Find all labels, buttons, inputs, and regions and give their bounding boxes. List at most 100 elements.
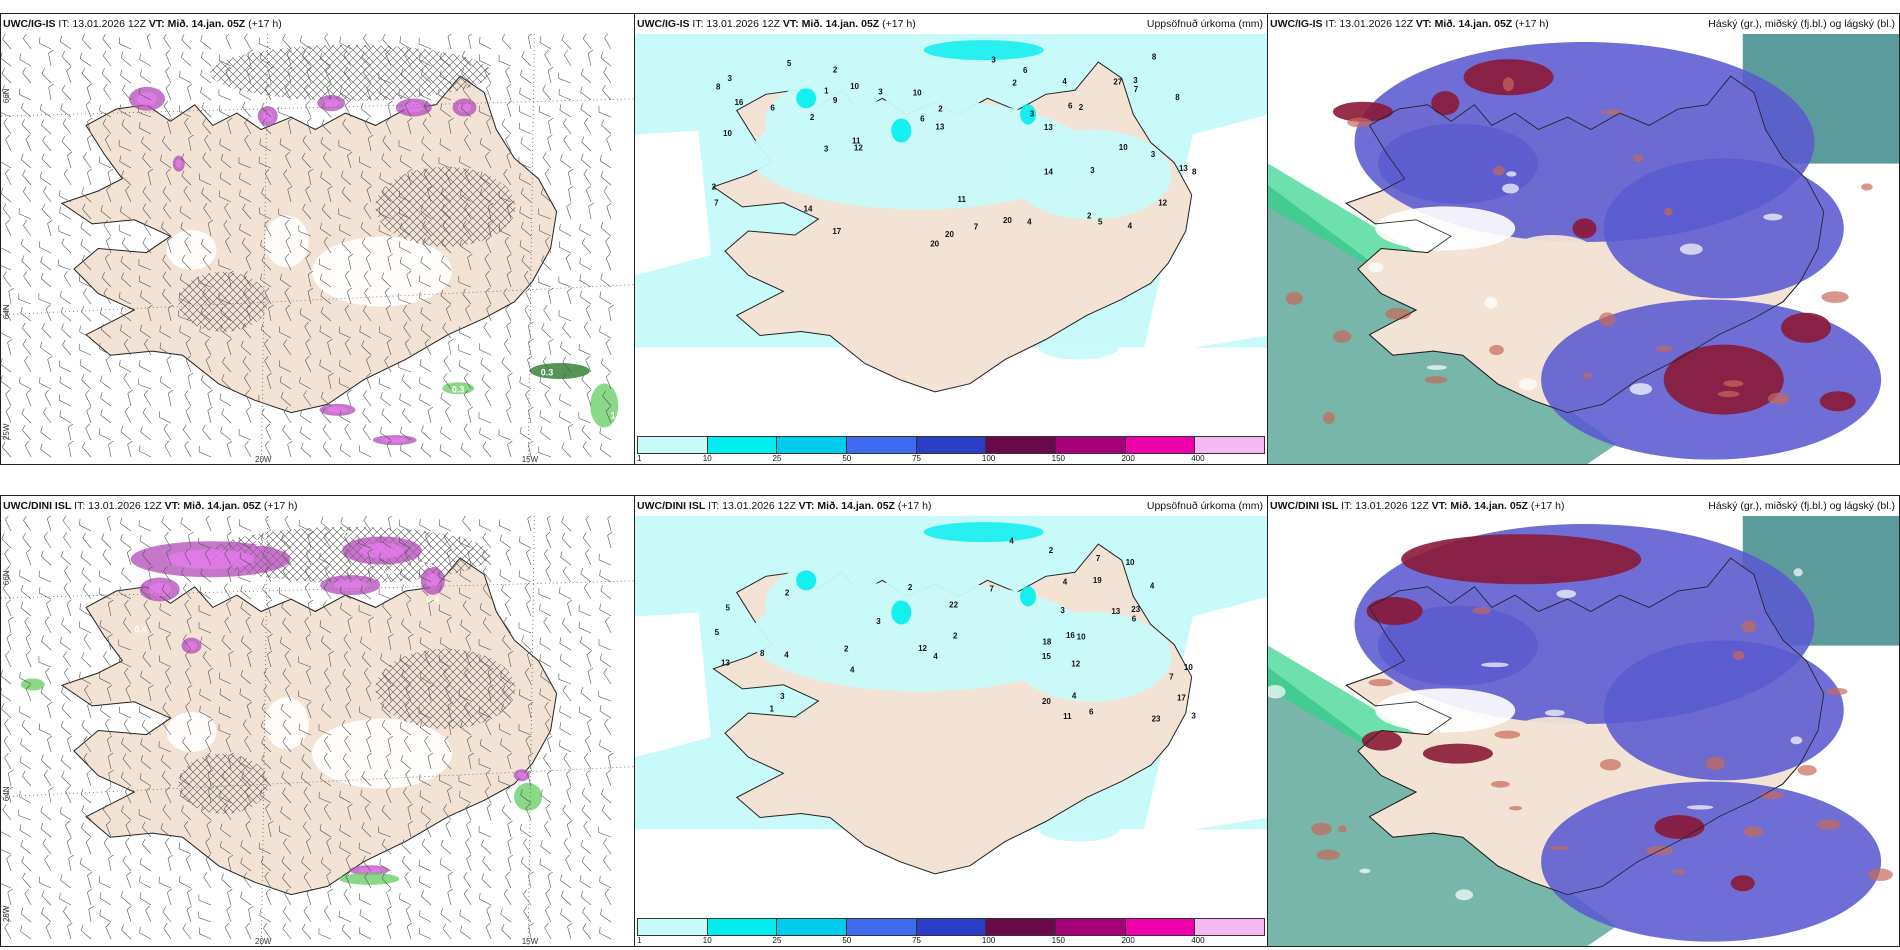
wind-barb bbox=[459, 332, 472, 339]
wind-barb bbox=[243, 293, 252, 305]
wind-barb bbox=[381, 725, 392, 736]
precip-value: 3 bbox=[1133, 76, 1138, 85]
wind-barb bbox=[60, 726, 72, 736]
wind-barb bbox=[419, 297, 432, 305]
precip-value: 15 bbox=[1042, 652, 1051, 661]
low-cloud-area bbox=[1332, 101, 1393, 122]
colorbar-swatch bbox=[1056, 437, 1126, 453]
wind-barb bbox=[265, 892, 272, 906]
map-area[interactable]: 15 10 13 7 20 19 23 22 17 6 16 18 13 12 4 23 10 8 7 2 4 5 3 2 6 3… bbox=[635, 516, 1267, 916]
wind-barb bbox=[419, 626, 432, 634]
precip-value: 10 bbox=[1184, 663, 1193, 672]
wind-barb bbox=[425, 824, 432, 838]
cloud-streak bbox=[1717, 390, 1740, 398]
wind-barb bbox=[507, 654, 512, 668]
cloud-streak bbox=[1338, 825, 1347, 833]
precip-value: 9 bbox=[833, 96, 838, 105]
map-area[interactable]: 16 9 13 20 27 20 14 12 3 8 13 10 6 14 10 17 11 10 4 20 5 3 13 1… bbox=[635, 34, 1267, 434]
wind-barb bbox=[283, 843, 292, 855]
wind-barb bbox=[187, 87, 192, 101]
wind-barb bbox=[100, 414, 112, 424]
wind-barb bbox=[343, 71, 352, 84]
wind-barb bbox=[362, 860, 372, 872]
precip-value: 3 bbox=[1060, 606, 1065, 615]
wind-barb bbox=[198, 282, 212, 288]
map-area[interactable]: 20W 15W 66N 64N 25W 1.6 0.4 0.3 0.6 0.4 0.4 bbox=[1, 516, 634, 946]
wind-barb bbox=[19, 59, 32, 67]
wind-barb bbox=[48, 790, 52, 804]
vt-label: VT: bbox=[1415, 18, 1432, 30]
cloud-streak bbox=[1502, 183, 1519, 194]
wind-barb bbox=[599, 331, 612, 339]
wind-barb bbox=[198, 899, 212, 906]
wind-barb bbox=[444, 740, 452, 753]
wind-barb bbox=[121, 124, 132, 135]
wind-barb bbox=[219, 110, 232, 118]
precip-area bbox=[1038, 817, 1119, 842]
wind-barb bbox=[401, 623, 412, 634]
wind-barb bbox=[528, 926, 532, 940]
wind-barb bbox=[139, 59, 152, 67]
precip-value: 4 bbox=[850, 666, 855, 675]
colorbar-tick-label: 25 bbox=[772, 454, 782, 463]
wind-barb bbox=[81, 39, 92, 50]
wind-barb bbox=[381, 878, 392, 889]
wind-barb bbox=[560, 880, 572, 889]
wind-barb bbox=[421, 895, 432, 906]
wind-barb bbox=[439, 58, 452, 67]
init-time: IT: 13.01.2026 12Z bbox=[708, 500, 796, 512]
wind-barb bbox=[459, 365, 472, 373]
wind-barb bbox=[167, 308, 172, 322]
precip-value: 13 bbox=[721, 658, 730, 667]
wind-barb bbox=[326, 841, 332, 855]
wind-barb bbox=[165, 172, 172, 186]
wind-barb bbox=[99, 434, 112, 441]
wind-barb bbox=[542, 89, 552, 101]
wind-barb bbox=[226, 444, 232, 458]
map-area[interactable]: 20W 15W 66N 64N 25W 0.3 1.0 0.3 bbox=[1, 34, 634, 464]
wind-barb bbox=[385, 790, 392, 804]
wind-barb bbox=[405, 774, 412, 787]
wind-barb bbox=[447, 875, 452, 889]
cloud-streak bbox=[1489, 344, 1504, 356]
wind-barb bbox=[118, 645, 132, 651]
wind-barb bbox=[360, 590, 372, 600]
wind-barb bbox=[80, 58, 92, 67]
wind-barb bbox=[127, 393, 132, 407]
wind-barb bbox=[305, 258, 312, 271]
wind-barb bbox=[542, 157, 552, 169]
wind-barb bbox=[122, 758, 132, 770]
colorbar-swatch bbox=[1125, 919, 1196, 935]
wind-barb bbox=[5, 173, 12, 186]
colorbar-tick-label: 75 bbox=[912, 454, 922, 463]
wind-barb bbox=[559, 246, 572, 254]
wind-barb bbox=[185, 655, 192, 668]
wind-barb bbox=[25, 637, 32, 651]
wind-barb bbox=[519, 245, 532, 254]
wind-barb bbox=[59, 812, 72, 821]
wind-barb bbox=[582, 38, 592, 50]
panel-header: UWC/IG-IS IT: 13.01.2026 12Z VT: Mið. 14… bbox=[1268, 14, 1899, 34]
wind-barb bbox=[559, 728, 572, 736]
wind-barb bbox=[362, 243, 372, 254]
wind-barb bbox=[540, 675, 552, 685]
wind-barb bbox=[107, 637, 112, 651]
wind-barb bbox=[563, 140, 572, 152]
wind-barb bbox=[419, 915, 432, 923]
wind-barb bbox=[498, 60, 512, 67]
wind-barb bbox=[558, 94, 572, 101]
wind-barb bbox=[381, 413, 392, 424]
map-area[interactable] bbox=[1268, 516, 1899, 946]
cloud-streak bbox=[1672, 869, 1687, 875]
wind-barb bbox=[261, 260, 272, 271]
wind-barb bbox=[20, 244, 32, 254]
map-area[interactable] bbox=[1268, 34, 1899, 464]
wind-barb bbox=[86, 138, 92, 152]
wind-barb bbox=[138, 525, 152, 532]
wind-barb bbox=[386, 342, 392, 356]
wind-barb bbox=[318, 797, 332, 804]
wind-barb bbox=[83, 638, 92, 651]
wind-barb bbox=[98, 593, 112, 600]
wind-barb bbox=[87, 121, 92, 135]
